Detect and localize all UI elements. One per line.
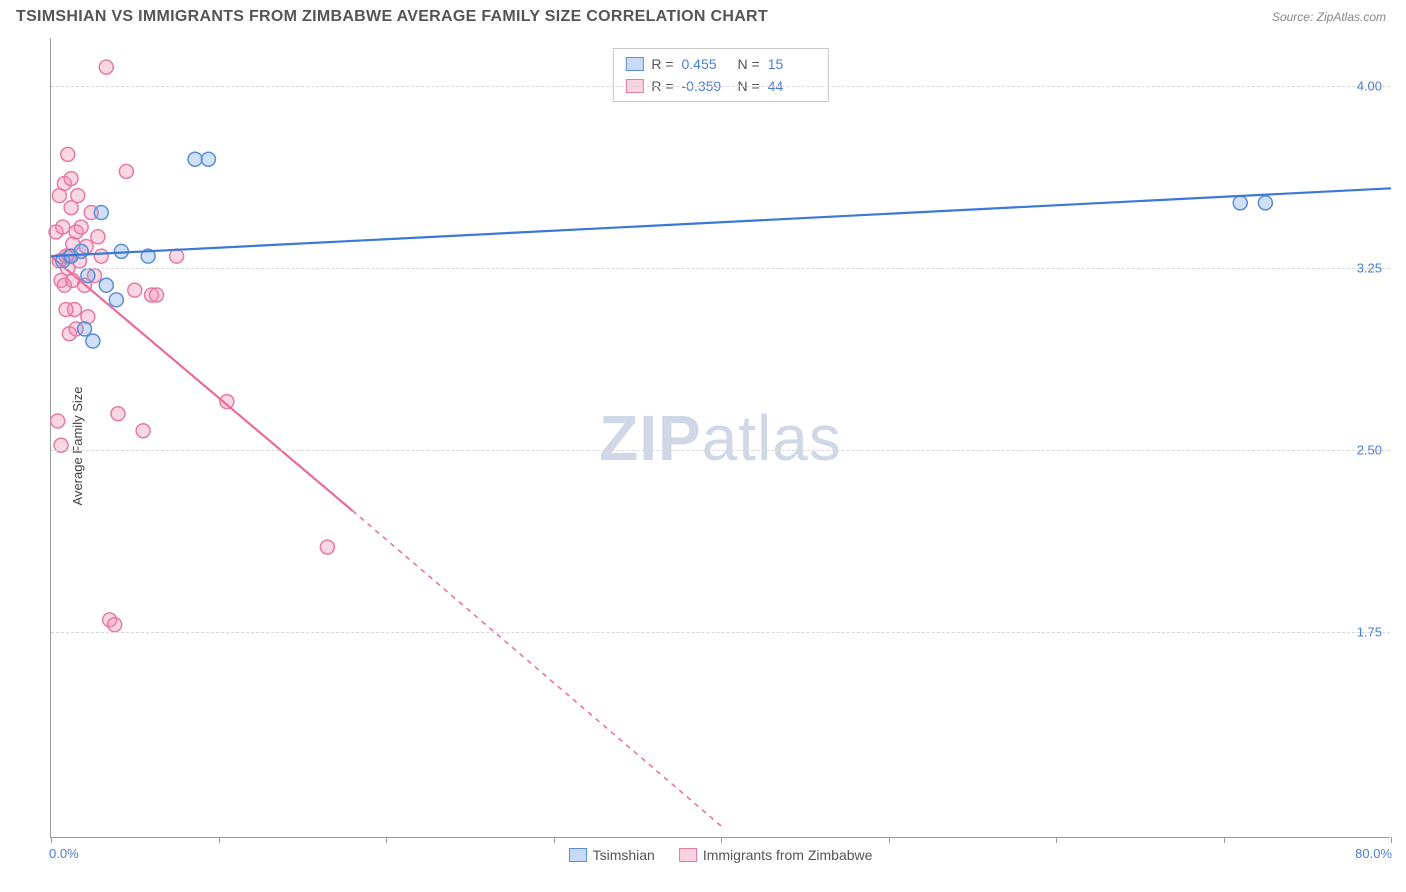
data-point: [201, 152, 215, 166]
chart-area: ZIPatlas R = 0.455 N = 15 R = -0.359 N =…: [50, 38, 1390, 838]
trend-line: [51, 188, 1391, 256]
data-point: [188, 152, 202, 166]
y-tick-label: 3.25: [1357, 261, 1382, 276]
series-legend: Tsimshian Immigrants from Zimbabwe: [569, 847, 873, 863]
x-tick: [1224, 837, 1225, 843]
x-tick: [721, 837, 722, 843]
gridline: [51, 450, 1390, 451]
data-point: [61, 147, 75, 161]
data-point: [150, 288, 164, 302]
gridline: [51, 632, 1390, 633]
data-point: [136, 424, 150, 438]
chart-title: TSIMSHIAN VS IMMIGRANTS FROM ZIMBABWE AV…: [16, 8, 768, 26]
data-point: [91, 230, 105, 244]
n-value-blue: 15: [768, 53, 816, 75]
data-point: [1233, 196, 1247, 210]
x-tick: [219, 837, 220, 843]
x-tick: [1391, 837, 1392, 843]
gridline: [51, 268, 1390, 269]
source-label: Source: ZipAtlas.com: [1272, 10, 1386, 24]
data-point: [74, 244, 88, 258]
legend-label-pink: Immigrants from Zimbabwe: [703, 847, 873, 863]
data-point: [119, 164, 133, 178]
data-point: [320, 540, 334, 554]
data-point: [1258, 196, 1272, 210]
data-point: [99, 60, 113, 74]
trend-line: [51, 256, 353, 511]
x-min-label: 0.0%: [49, 846, 79, 861]
data-point: [56, 220, 70, 234]
data-point: [59, 303, 73, 317]
data-point: [111, 407, 125, 421]
data-point: [74, 220, 88, 234]
swatch-blue-icon: [569, 848, 587, 862]
legend-item-blue: Tsimshian: [569, 847, 655, 863]
data-point: [81, 269, 95, 283]
swatch-pink-icon: [679, 848, 697, 862]
y-tick-label: 2.50: [1357, 443, 1382, 458]
legend-label-blue: Tsimshian: [593, 847, 655, 863]
n-label: N =: [738, 53, 760, 75]
data-point: [94, 206, 108, 220]
data-point: [78, 322, 92, 336]
y-tick-label: 1.75: [1357, 624, 1382, 639]
data-point: [170, 249, 184, 263]
scatter-plot-svg: [51, 38, 1390, 837]
data-point: [94, 249, 108, 263]
correlation-legend: R = 0.455 N = 15 R = -0.359 N = 44: [612, 48, 828, 102]
x-tick: [386, 837, 387, 843]
data-point: [64, 172, 78, 186]
x-tick: [1056, 837, 1057, 843]
data-point: [86, 334, 100, 348]
data-point: [71, 189, 85, 203]
r-value-blue: 0.455: [682, 53, 730, 75]
trend-line-dashed: [353, 511, 722, 826]
x-tick: [889, 837, 890, 843]
legend-item-pink: Immigrants from Zimbabwe: [679, 847, 873, 863]
y-tick-label: 4.00: [1357, 79, 1382, 94]
x-tick: [51, 837, 52, 843]
data-point: [109, 293, 123, 307]
legend-row-blue: R = 0.455 N = 15: [625, 53, 815, 75]
x-max-label: 80.0%: [1355, 846, 1392, 861]
data-point: [128, 283, 142, 297]
x-tick: [554, 837, 555, 843]
data-point: [108, 618, 122, 632]
data-point: [99, 278, 113, 292]
gridline: [51, 86, 1390, 87]
r-label: R =: [651, 53, 673, 75]
data-point: [51, 414, 65, 428]
swatch-blue-icon: [625, 57, 643, 71]
